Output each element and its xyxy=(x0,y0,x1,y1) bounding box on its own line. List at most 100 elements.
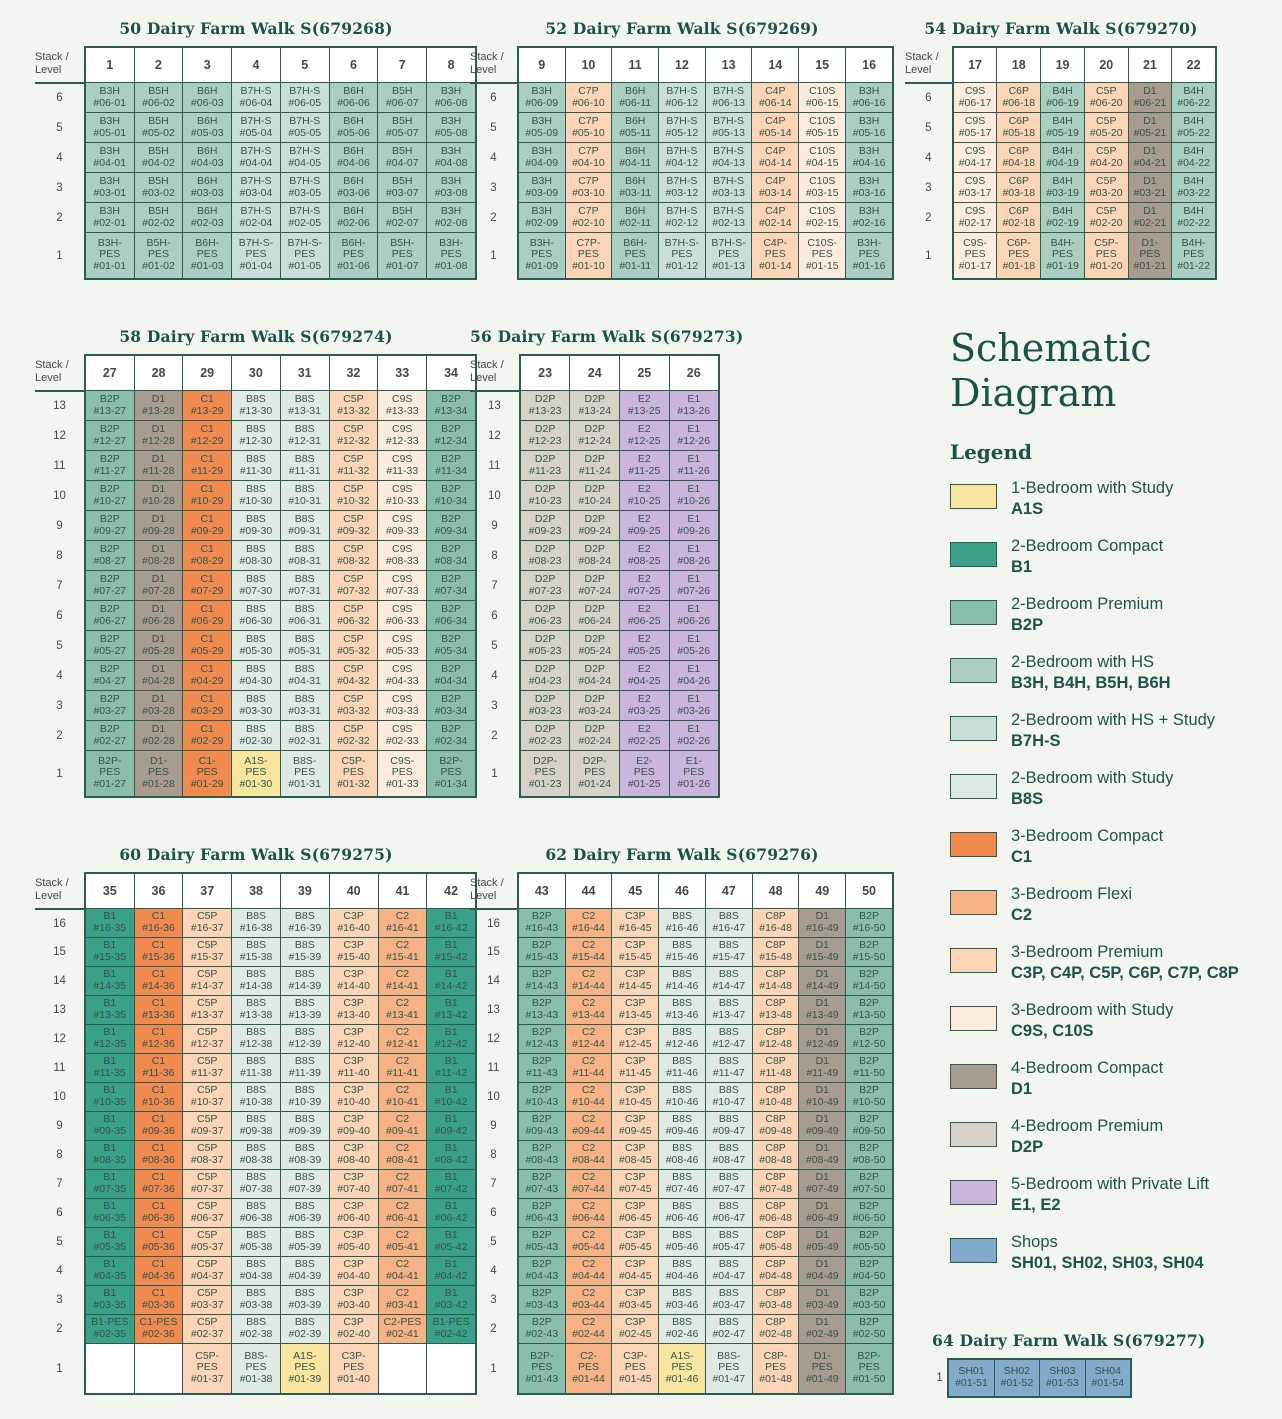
unit-cell[interactable]: C1 #03-29 xyxy=(182,690,232,722)
unit-cell[interactable]: D1 #12-28 xyxy=(133,420,184,452)
unit-cell[interactable]: C4P #04-14 xyxy=(751,142,800,174)
unit-cell[interactable]: B8S #09-38 xyxy=(231,1111,281,1142)
unit-cell[interactable]: B2P #03-27 xyxy=(83,690,135,722)
unit-cell[interactable]: D1 #06-28 xyxy=(133,600,184,632)
unit-cell[interactable]: B2P #14-50 xyxy=(845,966,895,997)
unit-cell[interactable]: E2 #05-25 xyxy=(619,630,670,662)
unit-cell[interactable]: C5P #08-32 xyxy=(328,540,379,572)
unit-cell[interactable]: D2P #12-24 xyxy=(569,420,621,452)
unit-cell[interactable]: B8S #08-30 xyxy=(231,540,281,572)
unit-cell[interactable]: B1-PES #02-35 xyxy=(83,1314,135,1345)
unit-cell[interactable]: D1- PES #01-49 xyxy=(798,1343,847,1395)
unit-cell[interactable]: B8S #10-38 xyxy=(231,1082,281,1113)
unit-cell[interactable]: C8P #12-48 xyxy=(751,1024,800,1055)
unit-cell[interactable]: B8S #16-47 xyxy=(704,908,753,939)
unit-cell[interactable]: C2 #15-44 xyxy=(564,937,613,968)
unit-cell[interactable]: B2P #15-43 xyxy=(516,937,566,968)
unit-cell[interactable]: E1 #04-26 xyxy=(668,660,720,692)
unit-cell[interactable]: D1 #14-49 xyxy=(798,966,847,997)
unit-cell[interactable]: B2P #09-50 xyxy=(845,1111,895,1142)
unit-cell[interactable]: C10S #05-15 xyxy=(798,112,847,144)
unit-cell[interactable]: D2P #02-23 xyxy=(518,720,571,752)
unit-cell[interactable]: C3P #03-40 xyxy=(328,1285,379,1316)
unit-cell[interactable]: B8S #14-47 xyxy=(704,966,753,997)
unit-cell[interactable]: B8S #09-31 xyxy=(279,510,330,542)
unit-cell[interactable]: B8S #14-38 xyxy=(231,966,281,997)
unit-cell[interactable]: C5P #12-37 xyxy=(182,1024,233,1055)
unit-cell[interactable]: B8S #08-39 xyxy=(279,1140,330,1171)
unit-cell[interactable]: C2 #14-41 xyxy=(377,966,428,997)
unit-cell[interactable]: D2P #10-23 xyxy=(518,480,571,512)
unit-cell[interactable]: B2P #03-50 xyxy=(845,1285,895,1316)
unit-cell[interactable]: C2 #09-41 xyxy=(377,1111,428,1142)
unit-cell[interactable]: B1 #10-35 xyxy=(83,1082,135,1113)
unit-cell[interactable]: C7P #05-10 xyxy=(564,112,613,144)
unit-cell[interactable]: B1 #13-42 xyxy=(426,995,478,1026)
unit-cell[interactable]: C9S #02-17 xyxy=(951,202,998,234)
unit-cell[interactable]: C9S #05-33 xyxy=(377,630,428,662)
shop-cell[interactable]: SH01 #01-51 xyxy=(947,1357,995,1398)
unit-cell[interactable]: C5P #10-37 xyxy=(182,1082,233,1113)
unit-cell[interactable]: B1 #09-42 xyxy=(426,1111,478,1142)
unit-cell[interactable]: B1 #07-35 xyxy=(83,1169,135,1200)
unit-cell[interactable]: B8S #07-31 xyxy=(279,570,330,602)
unit-cell[interactable]: D1 #03-21 xyxy=(1127,172,1173,204)
unit-cell[interactable]: B1 #11-35 xyxy=(83,1053,135,1084)
unit-cell[interactable]: B2P #08-27 xyxy=(83,540,135,572)
unit-cell[interactable]: E2- PES #01-25 xyxy=(619,750,670,798)
unit-cell[interactable]: D1 #04-21 xyxy=(1127,142,1173,174)
unit-cell[interactable]: B1 #15-42 xyxy=(426,937,478,968)
unit-cell[interactable]: C9S #11-33 xyxy=(377,450,428,482)
unit-cell[interactable]: C3P #07-45 xyxy=(611,1169,660,1200)
unit-cell[interactable]: C1 #05-36 xyxy=(133,1227,184,1258)
unit-cell[interactable]: B8S- PES #01-31 xyxy=(279,750,330,798)
unit-cell[interactable]: B2P #07-43 xyxy=(516,1169,566,1200)
unit-cell[interactable]: D1 #06-21 xyxy=(1127,82,1173,114)
unit-cell[interactable]: B5H #06-07 xyxy=(377,82,428,114)
unit-cell[interactable]: C7P #06-10 xyxy=(564,82,613,114)
unit-cell[interactable]: C2 #11-44 xyxy=(564,1053,613,1084)
unit-cell[interactable]: C1 #16-36 xyxy=(133,908,184,939)
unit-cell[interactable]: B4H #02-22 xyxy=(1171,202,1218,234)
unit-cell[interactable]: C2 #12-41 xyxy=(377,1024,428,1055)
unit-cell[interactable]: D1 #06-49 xyxy=(798,1198,847,1229)
unit-cell[interactable]: C7P #02-10 xyxy=(564,202,613,234)
unit-cell[interactable]: C2 #05-41 xyxy=(377,1227,428,1258)
unit-cell[interactable]: C8P #08-48 xyxy=(751,1140,800,1171)
unit-cell[interactable]: B7H-S #04-04 xyxy=(231,142,281,174)
unit-cell[interactable]: B5H #03-02 xyxy=(133,172,184,204)
unit-cell[interactable]: B2P- PES #01-50 xyxy=(845,1343,895,1395)
unit-cell[interactable]: C9S #13-33 xyxy=(377,390,428,422)
unit-cell[interactable]: B5H #03-07 xyxy=(377,172,428,204)
unit-cell[interactable]: B8S #06-47 xyxy=(704,1198,753,1229)
unit-cell[interactable]: B7H-S- PES #01-04 xyxy=(231,232,281,280)
unit-cell[interactable]: B8S #10-31 xyxy=(279,480,330,512)
unit-cell[interactable]: A1S- PES #01-46 xyxy=(658,1343,706,1395)
unit-cell[interactable]: C1 #15-36 xyxy=(133,937,184,968)
unit-cell[interactable]: C5P #04-32 xyxy=(328,660,379,692)
unit-cell[interactable]: B7H-S #03-04 xyxy=(231,172,281,204)
unit-cell[interactable]: C3P #09-45 xyxy=(611,1111,660,1142)
unit-cell[interactable]: B3H #02-01 xyxy=(83,202,135,234)
unit-cell[interactable]: C1 #12-36 xyxy=(133,1024,184,1055)
unit-cell[interactable]: C9S #10-33 xyxy=(377,480,428,512)
unit-cell[interactable]: C5P- PES #01-20 xyxy=(1083,232,1129,280)
unit-cell[interactable]: D1 #03-28 xyxy=(133,690,184,722)
unit-cell[interactable]: D2P- PES #01-24 xyxy=(569,750,621,798)
unit-cell[interactable]: B8S #11-47 xyxy=(704,1053,753,1084)
unit-cell[interactable]: C2 #13-41 xyxy=(377,995,428,1026)
unit-cell[interactable]: B1 #03-35 xyxy=(83,1285,135,1316)
unit-cell[interactable]: B1 #12-35 xyxy=(83,1024,135,1055)
unit-cell[interactable]: B8S #03-39 xyxy=(279,1285,330,1316)
unit-cell[interactable]: C5P #08-37 xyxy=(182,1140,233,1171)
unit-cell[interactable]: B8S #08-46 xyxy=(658,1140,706,1171)
unit-cell[interactable]: C2 #03-41 xyxy=(377,1285,428,1316)
unit-cell[interactable]: C9S #03-17 xyxy=(951,172,998,204)
unit-cell[interactable]: B8S #03-31 xyxy=(279,690,330,722)
unit-cell[interactable]: B6H #04-03 xyxy=(182,142,233,174)
unit-cell[interactable]: D1 #13-28 xyxy=(133,390,184,422)
unit-cell[interactable]: D2P #07-24 xyxy=(569,570,621,602)
unit-cell[interactable]: C5P #06-32 xyxy=(328,600,379,632)
unit-cell[interactable]: B2P #04-43 xyxy=(516,1256,566,1287)
unit-cell[interactable]: B7H-S #03-12 xyxy=(658,172,706,204)
